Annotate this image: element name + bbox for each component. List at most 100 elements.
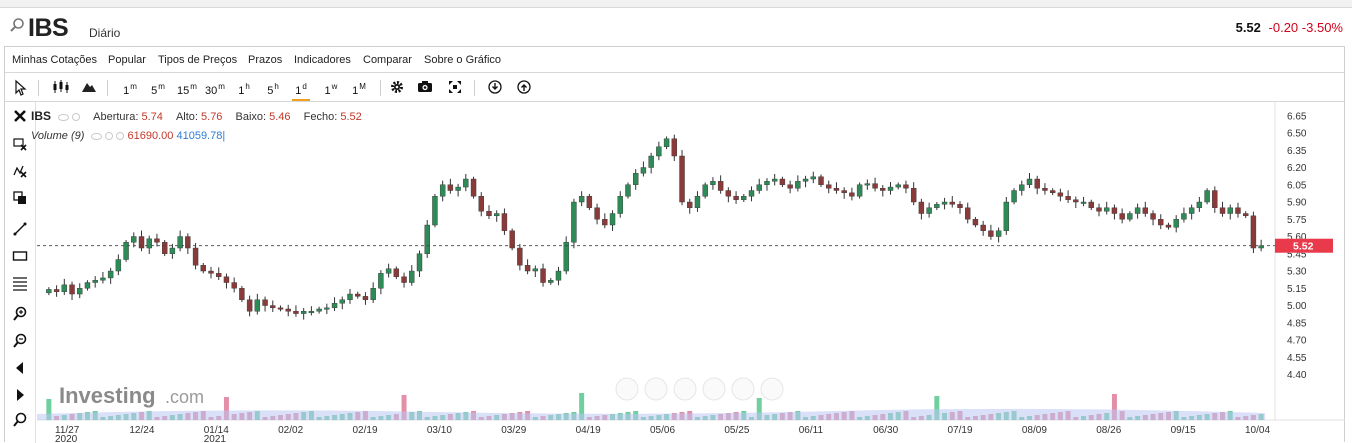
volume-close-icon[interactable] [116, 132, 125, 141]
candle-body [239, 288, 245, 300]
candle-body [501, 213, 508, 231]
candle-body [1158, 219, 1164, 226]
remove-drawings-icon[interactable] [12, 136, 28, 152]
symbol-title[interactable]: IBS [28, 14, 69, 42]
candlestick-chart-icon[interactable] [52, 77, 70, 97]
volume-legend: Volume (9) 61690.00 41059.78| [31, 130, 226, 142]
chart-nav-button[interactable] [615, 377, 639, 401]
candle-body [1181, 213, 1187, 220]
camera-icon[interactable] [417, 77, 433, 97]
volume-ma-area [37, 408, 1265, 420]
candle-body [988, 230, 994, 237]
volume-bar [934, 396, 940, 420]
interval-1M-button[interactable]: 1M [352, 82, 366, 97]
chart-header: IBS Diário 5.52 -0.20 -3.50% [0, 8, 1352, 46]
interval-5m-button[interactable]: 5m [151, 82, 165, 97]
candle-body [1165, 224, 1172, 228]
trend-line-icon[interactable] [12, 221, 28, 237]
interval-5h-button[interactable]: 5h [267, 82, 279, 97]
fullscreen-icon[interactable] [447, 77, 463, 97]
candle-body [910, 188, 917, 203]
price-chart[interactable]: 6.65 6.50 6.35 6.20 6.05 5.90 5.75 5.60 5.45 5.30… [37, 102, 1345, 443]
menu-tipos-de-precos[interactable]: Tipos de Preços [158, 54, 238, 66]
x-tick-label: 08/09 [1022, 425, 1047, 436]
chart-nav-button[interactable] [760, 377, 784, 401]
candle-body [46, 289, 52, 294]
candle-body [602, 219, 608, 226]
remove-indicators-icon[interactable] [12, 163, 28, 179]
zoom-in-icon[interactable] [12, 306, 28, 322]
chart-nav-button[interactable] [702, 377, 726, 401]
clone-icon[interactable] [12, 190, 28, 206]
candle-body [1104, 207, 1110, 212]
x-tick-label: 11/27 [55, 425, 80, 436]
interval-1m-button[interactable]: 1m [123, 82, 137, 97]
chart-nav-button[interactable] [644, 377, 668, 401]
candle-body [254, 299, 261, 312]
toolbar-separator [107, 80, 108, 96]
menu-comparar[interactable]: Comparar [363, 54, 412, 66]
visibility-eye-icon[interactable] [58, 113, 70, 121]
search-icon[interactable] [9, 17, 25, 33]
candle-body [980, 224, 986, 231]
settings-gear-icon[interactable] [389, 77, 405, 97]
menu-indicadores[interactable]: Indicadores [294, 54, 351, 66]
candle-body [1134, 207, 1141, 214]
interval-1d-button[interactable]: 1d [292, 77, 310, 101]
candle-body [355, 293, 361, 297]
download-cloud-icon[interactable] [487, 77, 503, 97]
candle-body [362, 296, 369, 300]
candle-body [478, 196, 484, 212]
interval-30m-button[interactable]: 30m [205, 82, 225, 97]
candle-body [679, 155, 685, 203]
volume-settings-icon[interactable] [105, 132, 114, 141]
area-chart-icon[interactable] [81, 77, 97, 97]
candle-body [1142, 207, 1149, 214]
fibonacci-icon[interactable] [12, 275, 28, 291]
legend-close-value: 5.52 [340, 111, 362, 123]
investing-logo-suffix: .com [165, 387, 204, 407]
candle-body [486, 211, 492, 217]
menu-minhas-cotacoes[interactable]: Minhas Cotações [12, 54, 97, 66]
x-tick-label: 06/30 [873, 425, 898, 436]
x-tick-year-label: 2021 [204, 434, 227, 443]
close-icon[interactable] [12, 108, 28, 124]
candle-body [1119, 213, 1125, 220]
candle-body [880, 188, 886, 191]
candle-body [957, 204, 963, 208]
menu-sobre-o-grafico[interactable]: Sobre o Gráfico [424, 54, 502, 66]
interval-1h-button[interactable]: 1h [238, 82, 250, 97]
candle-body [424, 224, 430, 254]
reset-zoom-icon[interactable] [12, 412, 28, 428]
menu-popular[interactable]: Popular [108, 54, 146, 66]
candle-body [1049, 190, 1056, 194]
candle-body [949, 201, 955, 205]
volume-label: Volume (9) [31, 130, 85, 142]
cursor-icon[interactable] [13, 77, 27, 97]
interval-1w-button[interactable]: 1w [324, 82, 338, 97]
candle-body [385, 268, 392, 274]
interval-15m-button[interactable]: 15m [177, 82, 197, 97]
volume-eye-icon[interactable] [91, 132, 103, 140]
candle-body [339, 299, 345, 304]
zoom-out-icon[interactable] [12, 333, 28, 349]
rectangle-icon[interactable] [12, 248, 28, 264]
chart-nav-button[interactable] [673, 377, 697, 401]
y-tick-label: 4.55 [1287, 353, 1307, 364]
x-tick-label: 07/19 [948, 425, 973, 436]
candle-body [53, 289, 60, 292]
legend-settings-icon[interactable] [72, 113, 81, 122]
chart-nav-button[interactable] [731, 377, 755, 401]
candle-body [694, 196, 701, 208]
scroll-left-icon[interactable] [12, 360, 28, 376]
scroll-right-icon[interactable] [12, 387, 28, 403]
candle-body [1111, 207, 1118, 214]
last-price: 5.52 [1235, 20, 1261, 35]
candle-body [401, 276, 407, 283]
menu-prazos[interactable]: Prazos [248, 54, 283, 66]
upload-cloud-icon[interactable] [516, 77, 532, 97]
candle-body [1073, 199, 1079, 203]
candle-body [1042, 188, 1048, 191]
candle-body [1034, 178, 1040, 189]
candle-body [810, 176, 816, 180]
